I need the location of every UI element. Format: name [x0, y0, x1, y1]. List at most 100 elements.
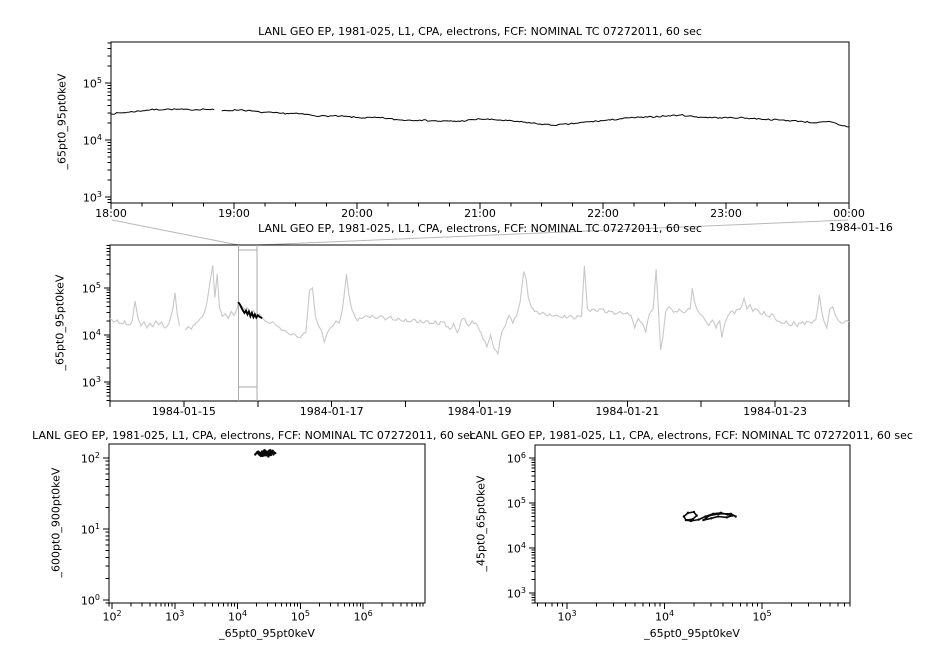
y-tick-label: 103	[82, 190, 102, 205]
x-axis-ticks	[537, 603, 851, 609]
scatter-point	[265, 453, 269, 457]
scatter-point	[729, 512, 733, 516]
scatter-point	[726, 513, 730, 516]
y-axis-ticks	[529, 457, 535, 604]
x-tick-label: 106	[353, 609, 373, 624]
y-tick-label: 104	[81, 328, 101, 343]
x-tick-label: 18:00	[95, 207, 127, 220]
series-line	[110, 292, 181, 330]
y-axis-label-scatter-45-65: _45pt0_65pt0keV	[474, 475, 488, 572]
x-axis-label-scatter-600-900: _65pt0_95pt0keV	[219, 627, 315, 640]
series-line	[111, 108, 215, 115]
scatter-point	[704, 515, 707, 518]
x-tick-label: 104	[228, 609, 248, 624]
x-tick-label: 103	[557, 609, 577, 624]
scatter-point	[259, 454, 262, 458]
y-tick-label: 105	[82, 76, 102, 91]
scatter-point	[697, 518, 700, 521]
scatter-point	[263, 448, 266, 452]
y-tick-label: 103	[506, 586, 526, 601]
scatter-point	[257, 450, 260, 453]
scatter-point	[265, 450, 268, 453]
x-tick-label: 1984-01-23	[743, 405, 808, 418]
y-tick-label: 103	[81, 375, 101, 390]
y-tick-label: 102	[80, 451, 100, 466]
scatter-point	[255, 451, 258, 455]
y-axis-ticks	[103, 457, 109, 604]
y-axis-ticks	[105, 42, 111, 204]
plot-frame[interactable]	[534, 444, 851, 604]
y-tick-label: 101	[80, 522, 100, 537]
plot-area-scatter-600-900[interactable]	[103, 443, 426, 609]
scatter-point	[692, 510, 696, 514]
scatter-point	[262, 451, 265, 454]
plot-frame[interactable]	[108, 443, 426, 604]
x-tick-label: 19:00	[218, 207, 250, 220]
scatter-point	[716, 515, 720, 518]
scatter-point	[695, 514, 698, 517]
plot-area-context-overview[interactable]	[104, 244, 850, 407]
scatter-point	[717, 512, 721, 516]
scatter-point	[686, 511, 690, 515]
scatter-point	[269, 453, 273, 457]
plot-area-scatter-45-65[interactable]	[529, 444, 851, 609]
series-line	[237, 301, 263, 320]
x-tick-label: 22:00	[587, 207, 619, 220]
scatter-point	[691, 517, 694, 521]
scatter-point	[267, 449, 271, 453]
scatter-point	[263, 452, 267, 455]
x-tick-label: 1984-01-15	[151, 405, 216, 418]
x-tick-label: 105	[752, 609, 772, 624]
chart-title-top-detail: LANL GEO EP, 1981-025, L1, CPA, electron…	[258, 25, 702, 38]
chart-title-scatter-600-900: LANL GEO EP, 1981-025, L1, CPA, electron…	[32, 429, 476, 442]
y-tick-label: 100	[80, 593, 100, 608]
scatter-point	[708, 514, 711, 517]
y-tick-label: 104	[506, 541, 526, 556]
context-selection-box[interactable]	[237, 245, 258, 401]
plot-frame[interactable]	[110, 41, 850, 204]
chart-title-scatter-45-65: LANL GEO EP, 1981-025, L1, CPA, electron…	[469, 429, 913, 442]
scatter-point	[710, 517, 713, 520]
y-axis-ticks	[104, 245, 110, 402]
y-tick-label: 105	[506, 496, 526, 511]
x-tick-label: 23:00	[710, 207, 742, 220]
x-tick-label: 1984-01-17	[299, 405, 364, 418]
x-tick-label: 1984-01-19	[447, 405, 512, 418]
series-line	[221, 108, 849, 128]
scatter-point	[261, 454, 264, 458]
x-axis-ticks	[109, 401, 850, 407]
x-tick-label: 20:00	[341, 207, 373, 220]
x-tick-label: 105	[290, 609, 310, 624]
scatter-point	[682, 515, 686, 518]
x-tick-label: 1984-01-21	[595, 405, 660, 418]
scatter-point	[272, 451, 276, 454]
scatter-point	[685, 518, 689, 522]
x-tick-label: 104	[654, 609, 675, 624]
y-tick-label: 106	[506, 451, 526, 466]
scatter-point	[257, 452, 261, 455]
x-tick-label: 102	[102, 609, 122, 624]
zoom-connector-lines	[111, 219, 849, 246]
scatter-point	[725, 516, 729, 519]
scatter-point	[702, 518, 705, 522]
scatter-point	[731, 514, 734, 517]
scatter-point	[689, 519, 692, 523]
x-tick-label: 103	[165, 609, 185, 624]
x-tick-label: 21:00	[464, 207, 496, 220]
scatter-trace	[683, 511, 737, 522]
scatter-point	[734, 515, 737, 518]
y-axis-label-top-detail: _65pt0_95pt0keV	[55, 73, 69, 170]
series-line	[184, 265, 849, 356]
plot-frame[interactable]	[109, 244, 850, 402]
x-axis-ticks	[110, 203, 850, 209]
chart-title-context-overview: LANL GEO EP, 1981-025, L1, CPA, electron…	[258, 222, 702, 235]
plot-area-top-detail[interactable]	[105, 41, 850, 209]
x-axis-label-scatter-45-65: _65pt0_95pt0keV	[644, 627, 740, 640]
y-tick-label: 104	[82, 133, 102, 148]
x-tick-label: 00:00	[833, 207, 865, 220]
y-tick-label: 105	[81, 281, 101, 296]
scatter-point	[719, 511, 723, 515]
scatter-point	[272, 453, 275, 456]
